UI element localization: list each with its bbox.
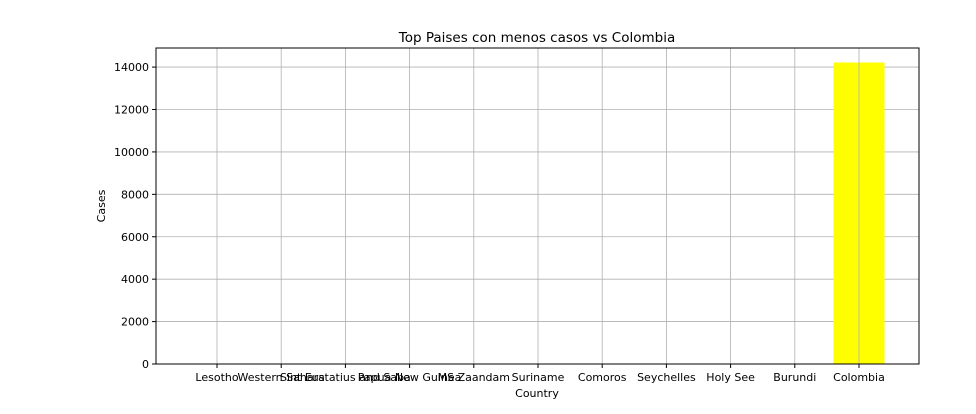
y-tick-label: 12000 [114,104,149,117]
x-tick-label: MS Zaandam [438,371,510,384]
y-axis: 0 2000 4000 6000 8000 10000 12000 14000 [114,61,156,371]
y-tick-label: 8000 [121,188,149,201]
y-tick-label: 14000 [114,61,149,74]
grid [156,66,919,365]
x-axis-title: Country [515,387,559,400]
y-axis-title: Cases [95,189,108,222]
x-tick-label: Burundi [773,371,816,384]
y-tick-label: 0 [142,358,149,371]
plot-frame [155,47,920,365]
x-tick-label: Colombia [833,371,885,384]
x-tick-label: Western Sahara [238,371,325,384]
y-tick-label: 4000 [121,273,149,286]
x-tick-label: Papua New Guinea [358,371,462,384]
x-tick-label: Comoros [578,371,627,384]
x-tick-label: Lesotho [195,371,238,384]
y-tick-label: 2000 [121,316,149,329]
bars [191,48,885,364]
x-tick-label: Suriname [512,371,565,384]
y-tick-label: 6000 [121,231,149,244]
x-tick-label: Seychelles [637,371,696,384]
y-tick-label: 10000 [114,146,149,159]
x-tick-label: Sint Eustatius and Saba [280,371,411,384]
chart-title: Top Paises con menos casos vs Colombia [398,30,676,46]
x-tick-label: Holy See [706,371,755,384]
